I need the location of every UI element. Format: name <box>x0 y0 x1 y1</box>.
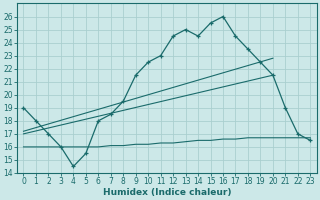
X-axis label: Humidex (Indice chaleur): Humidex (Indice chaleur) <box>103 188 231 197</box>
